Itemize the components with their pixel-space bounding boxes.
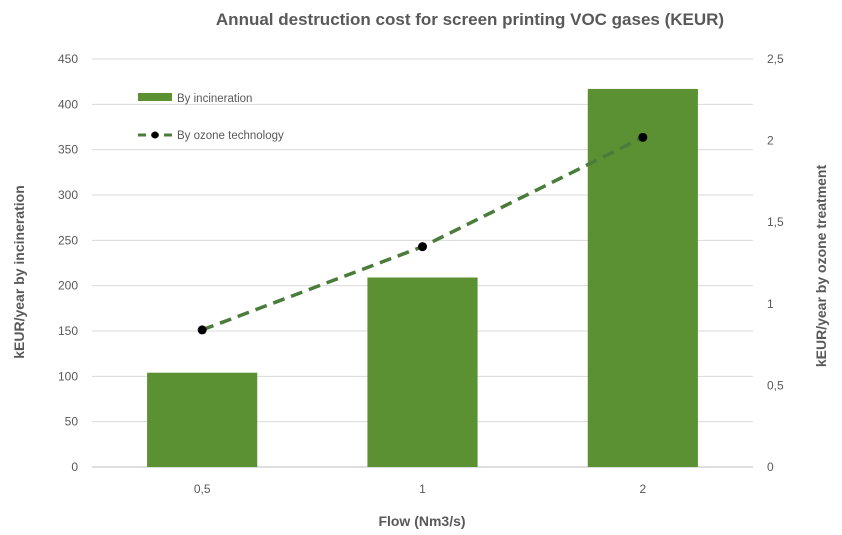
bar-incineration: [147, 372, 258, 467]
y-tick-label: 50: [65, 415, 79, 429]
line-series: [197, 132, 648, 335]
legend-marker-ozone: [151, 131, 159, 139]
ozone-point: [638, 132, 648, 142]
x-tick-label: 0,5: [194, 482, 211, 496]
right-axis-ticks: 0 0,5 1 1,5 2 2,5: [767, 52, 784, 474]
bar-series: [147, 88, 698, 468]
y-tick-label: 150: [58, 324, 78, 338]
legend-label-ozone: By ozone technology: [177, 130, 284, 142]
ozone-point: [418, 242, 427, 252]
x-tick-label: 1: [419, 482, 426, 496]
bar-incineration: [587, 88, 698, 468]
x-tick-label: 2: [639, 482, 646, 496]
legend-swatch-incineration: [138, 93, 172, 101]
y-tick-label: 250: [58, 233, 78, 247]
legend-label-incineration: By incineration: [177, 93, 252, 105]
y-tick-label: 0: [71, 460, 78, 474]
y-axis-title: kEUR/year by incineration: [11, 185, 27, 359]
y-tick-label: 400: [58, 97, 78, 111]
y-tick-label: 350: [58, 143, 78, 157]
bar-incineration: [367, 277, 478, 467]
y2-tick-label: 1,5: [767, 215, 784, 229]
y-tick-label: 200: [58, 279, 78, 293]
left-axis-ticks: 0 50 100 150 200 250 300 350 400 450: [58, 52, 78, 474]
y2-tick-label: 1: [767, 297, 774, 311]
x-axis-title: Flow (Nm3/s): [378, 513, 465, 529]
y-tick-label: 450: [58, 52, 78, 66]
ozone-point: [197, 325, 207, 335]
legend: By incineration By ozone technology: [138, 93, 284, 142]
x-axis-ticks: 0,5 1 2: [194, 482, 647, 496]
y2-tick-label: 0,5: [767, 378, 784, 392]
chart-title: Annual destruction cost for screen print…: [216, 10, 724, 29]
y2-tick-label: 2: [767, 134, 774, 148]
y-tick-label: 100: [58, 369, 78, 383]
y-tick-label: 300: [58, 188, 78, 202]
y2-tick-label: 2,5: [767, 52, 784, 66]
y2-axis-title: kEUR/year by ozone treatment: [813, 165, 829, 368]
y2-tick-label: 0: [767, 460, 774, 474]
